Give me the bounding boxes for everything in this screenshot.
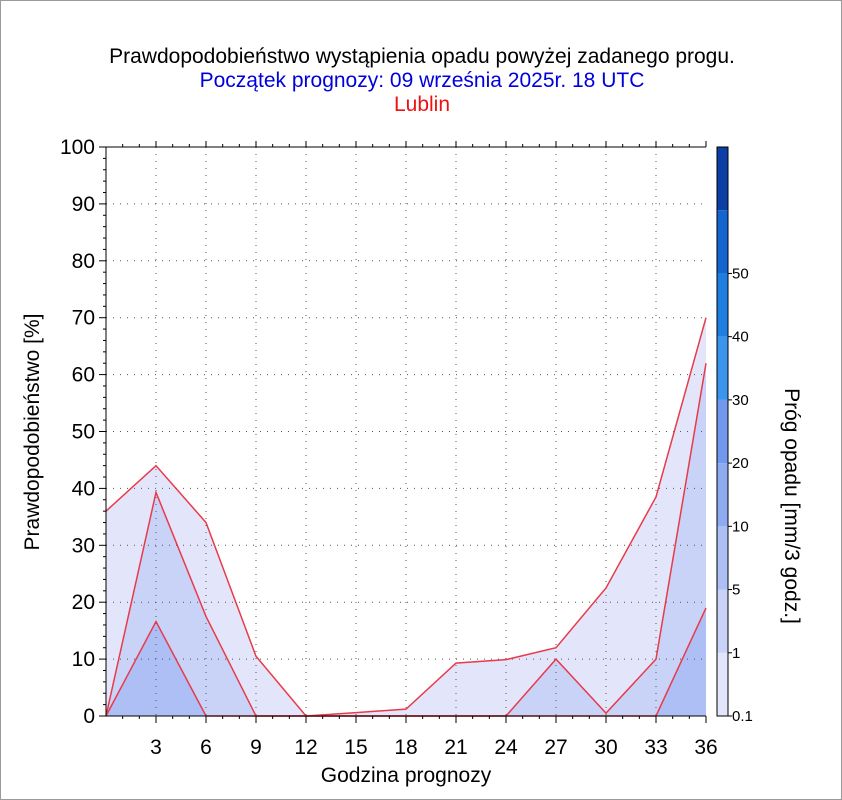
colorbar-segment — [717, 463, 728, 527]
x-tick-label: 6 — [200, 736, 212, 759]
x-tick-label: 18 — [394, 736, 417, 759]
colorbar-tick-label: 5 — [732, 582, 740, 599]
y-tick-label: 100 — [60, 136, 95, 159]
colorbar-tick-label: 30 — [732, 392, 749, 409]
colorbar-tick-label: 10 — [732, 518, 749, 535]
y-tick-label: 80 — [72, 250, 95, 273]
colorbar-segment — [717, 273, 728, 337]
colorbar-tick-label: 40 — [732, 329, 749, 346]
x-axis-label: Godzina prognozy — [321, 764, 492, 787]
colorbar-segment — [717, 147, 728, 211]
y-tick-label: 20 — [72, 591, 95, 614]
x-tick-label: 21 — [444, 736, 467, 759]
colorbar-segment — [717, 399, 728, 464]
colorbar-segment — [717, 589, 728, 653]
y-tick-label: 10 — [72, 648, 95, 671]
x-tick-label: 36 — [694, 736, 717, 759]
y-tick-label: 90 — [72, 193, 95, 216]
y-tick-label: 30 — [72, 534, 95, 557]
y-axis-label: Prawdopodobieństwo [%] — [21, 314, 44, 551]
x-tick-label: 3 — [150, 736, 162, 759]
colorbar-label: Próg opadu [mm/3 godz.] — [780, 388, 803, 624]
y-tick-label: 40 — [72, 477, 95, 500]
colorbar-frame — [716, 146, 729, 717]
colorbar-segment — [717, 652, 728, 716]
x-tick-label: 30 — [594, 736, 617, 759]
y-tick-label: 0 — [83, 705, 95, 728]
chart-title: Prawdopodobieństwo wystąpienia opadu pow… — [109, 45, 735, 68]
area-threshold-5 — [106, 607, 706, 716]
chart-subtitle-location: Lublin — [393, 93, 451, 116]
x-tick-label: 24 — [494, 736, 518, 759]
colorbar-tick-label: 20 — [732, 455, 749, 472]
colorbar-segment — [717, 210, 728, 274]
area-layer — [106, 317, 706, 716]
colorbar-tick-label: 50 — [732, 265, 749, 282]
y-tick-label: 70 — [72, 307, 95, 330]
colorbar-segment — [717, 336, 728, 400]
chart-subtitle-forecast-start: Początek prognozy: 09 września 2025r. 18… — [199, 69, 645, 92]
series-line-threshold-0_1 — [105, 317, 707, 717]
colorbar-segment — [717, 526, 728, 590]
colorbar-tick-label: 1 — [732, 645, 740, 662]
y-tick-label: 50 — [72, 421, 95, 444]
x-tick-label: 27 — [544, 736, 567, 759]
y-tick-label: 60 — [72, 364, 95, 387]
x-tick-label: 33 — [644, 736, 667, 759]
x-tick-label: 9 — [250, 736, 262, 759]
x-tick-label: 15 — [344, 736, 367, 759]
x-tick-label: 12 — [294, 736, 317, 759]
colorbar-tick-label: 0.1 — [732, 708, 753, 725]
colorbar: 0.1 1 5 10 20 30 40 50 — [716, 146, 753, 725]
